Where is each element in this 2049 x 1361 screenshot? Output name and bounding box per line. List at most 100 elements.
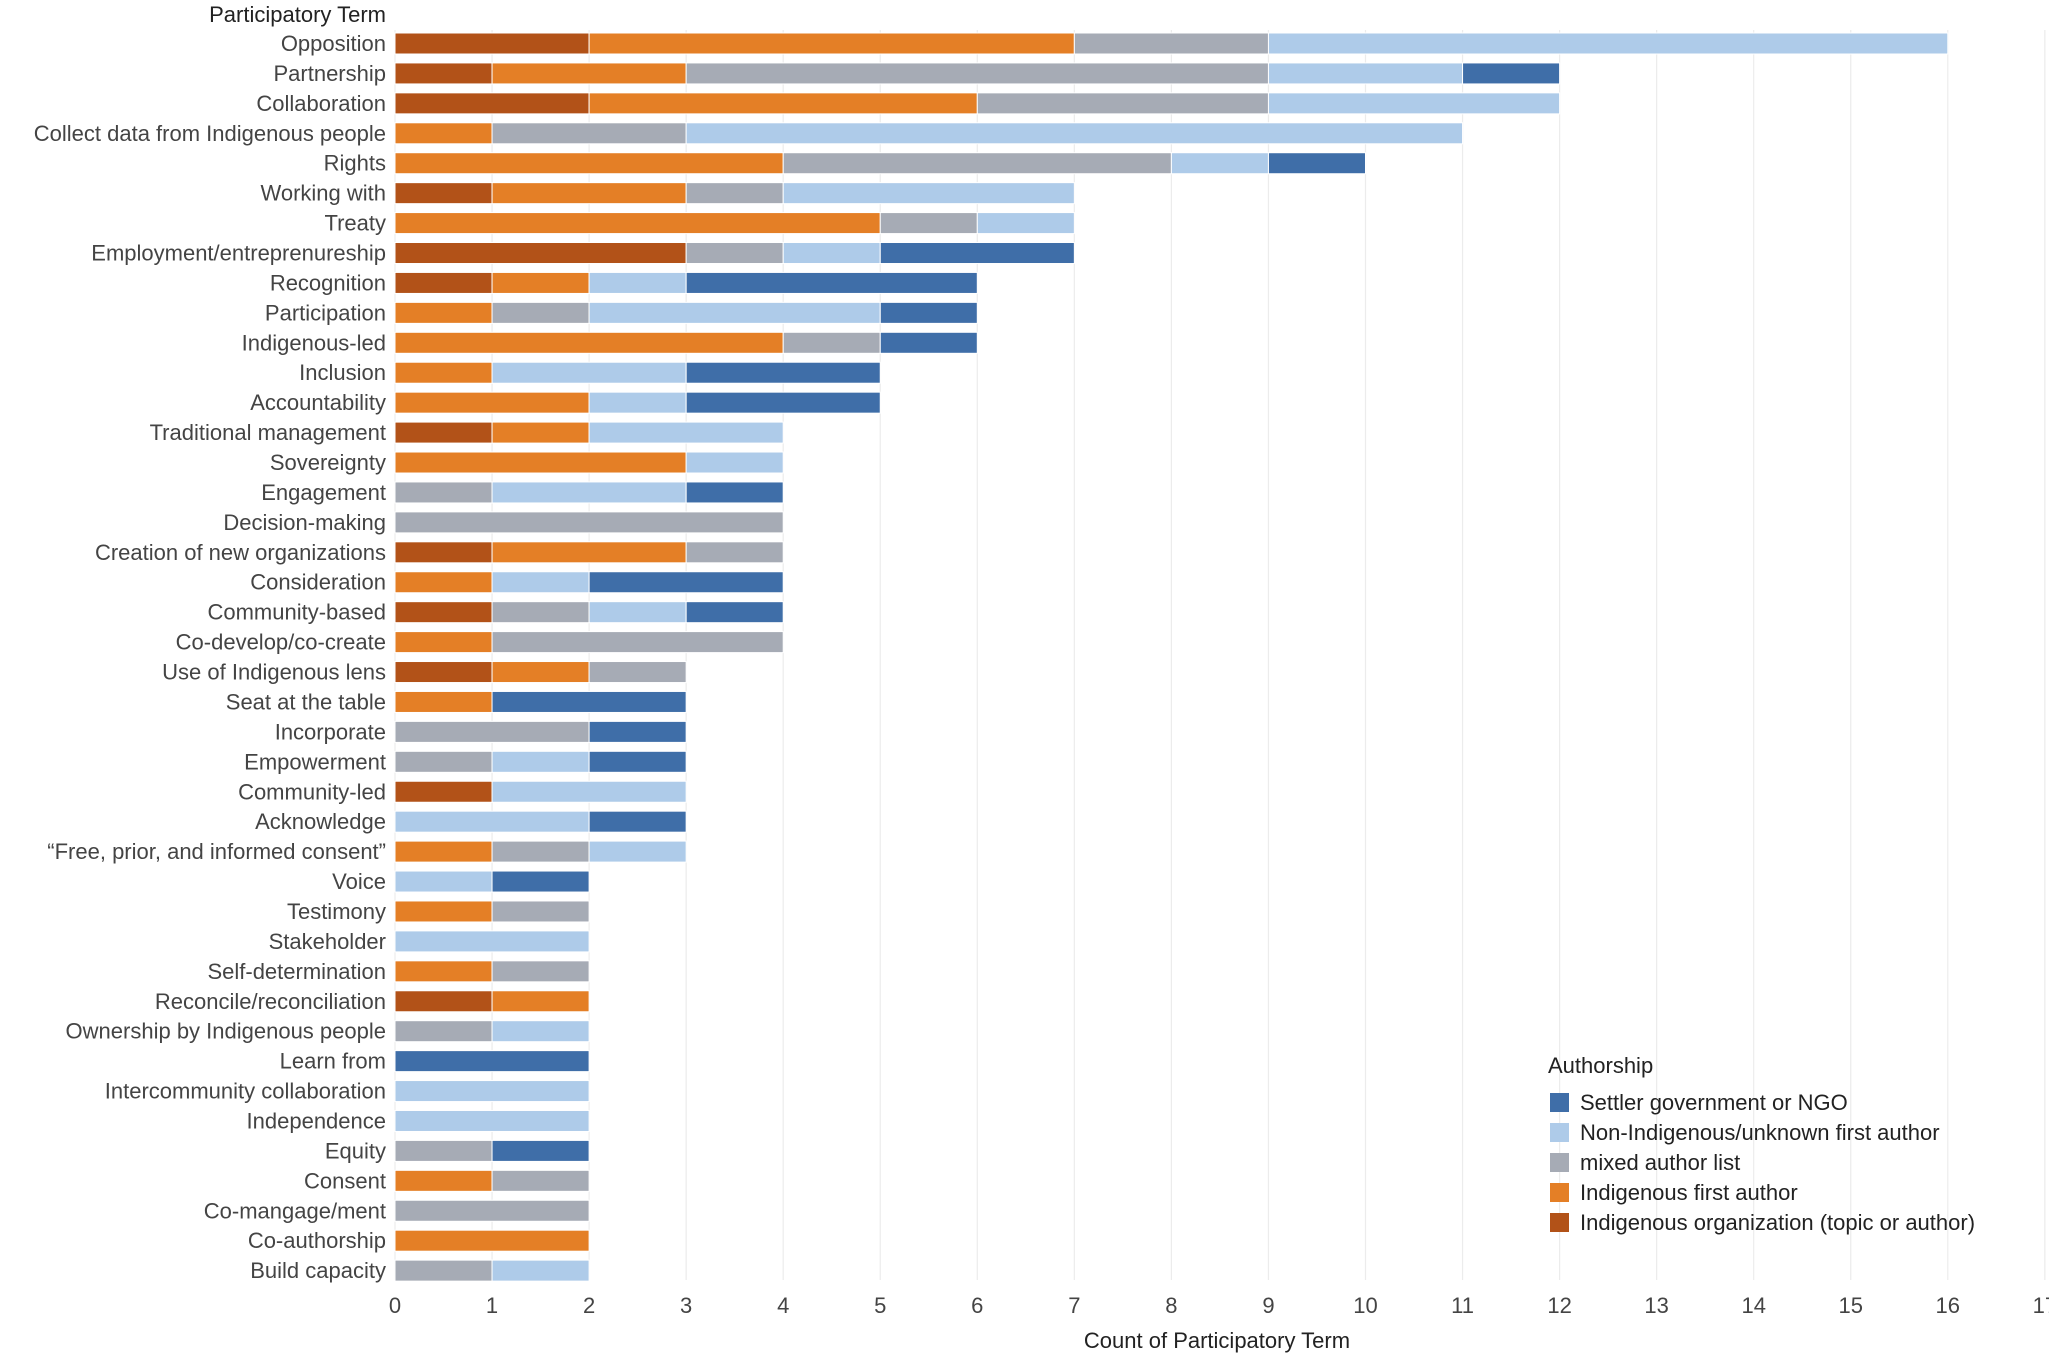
bar-segment-settler — [491, 1139, 590, 1162]
category-label: Learn from — [280, 1049, 386, 1074]
bar-segment-indigenous_first — [394, 391, 590, 414]
bar-segment-non_indigenous — [394, 930, 590, 953]
bar-segment-mixed — [394, 1199, 590, 1222]
bar-segment-non_indigenous — [1267, 32, 1949, 55]
bar-segment-non_indigenous — [588, 391, 687, 414]
bar-segment-mixed — [491, 840, 590, 863]
grid-lines — [394, 30, 2046, 1280]
bar-segment-non_indigenous — [491, 750, 590, 773]
bar-segment-non_indigenous — [491, 481, 687, 504]
bar-segment-non_indigenous — [394, 1080, 590, 1103]
bar-segment-mixed — [491, 122, 687, 145]
bar-segment-indigenous_org — [394, 62, 493, 85]
category-label: Co-mangage/ment — [204, 1198, 386, 1223]
x-tick-label: 17 — [2033, 1293, 2049, 1318]
bar-segment-indigenous_first — [491, 661, 590, 684]
category-label: Ownership by Indigenous people — [66, 1019, 386, 1044]
x-tick-label: 7 — [1068, 1293, 1080, 1318]
bar-segment-indigenous_first — [491, 62, 687, 85]
bar-segment-non_indigenous — [1267, 62, 1464, 85]
bar-segment-mixed — [879, 212, 978, 235]
x-tick-label: 6 — [971, 1293, 983, 1318]
bar-segment-non_indigenous — [394, 1109, 590, 1132]
category-label: Independence — [247, 1108, 386, 1133]
bar-segment-settler — [394, 1050, 590, 1073]
bar-segment-settler — [685, 391, 881, 414]
legend-swatch-indigenous_first — [1550, 1183, 1569, 1202]
bar-segment-indigenous_first — [394, 1169, 493, 1192]
bar-segment-indigenous_first — [394, 900, 493, 923]
category-label: Recognition — [270, 270, 386, 295]
row-header: Participatory Term — [209, 2, 386, 27]
category-label: Indigenous-led — [242, 330, 386, 355]
bar-segment-indigenous_first — [394, 571, 493, 594]
bar-segment-mixed — [394, 750, 493, 773]
category-label: Community-led — [238, 779, 386, 804]
bar-segment-mixed — [685, 62, 1269, 85]
bar-segment-settler — [685, 601, 784, 624]
category-label: Self-determination — [207, 959, 386, 984]
bars — [394, 32, 1949, 1282]
bar-segment-indigenous_first — [588, 92, 978, 115]
category-label: Reconcile/reconciliation — [155, 989, 386, 1014]
category-label: Use of Indigenous lens — [162, 660, 386, 685]
bar-segment-indigenous_first — [394, 451, 687, 474]
bar-segment-settler — [1462, 62, 1561, 85]
category-label: Intercommunity collaboration — [105, 1079, 386, 1104]
bar-segment-indigenous_org — [394, 661, 493, 684]
bar-segment-indigenous_org — [394, 601, 493, 624]
category-label: Partnership — [273, 61, 386, 86]
bar-segment-mixed — [491, 1169, 590, 1192]
bar-segment-settler — [685, 271, 978, 294]
x-tick-label: 4 — [777, 1293, 789, 1318]
bar-segment-mixed — [588, 661, 687, 684]
bar-segment-mixed — [394, 481, 493, 504]
x-tick-label: 0 — [389, 1293, 401, 1318]
bar-segment-mixed — [394, 1139, 493, 1162]
x-tick-label: 15 — [1839, 1293, 1863, 1318]
bar-segment-settler — [491, 690, 687, 713]
bar-segment-settler — [588, 720, 687, 743]
bar-segment-mixed — [394, 1259, 493, 1282]
category-label: Consideration — [250, 570, 386, 595]
x-tick-label: 10 — [1353, 1293, 1377, 1318]
legend-swatch-non_indigenous — [1550, 1123, 1569, 1142]
bar-segment-non_indigenous — [588, 840, 687, 863]
bar-segment-indigenous_first — [491, 421, 590, 444]
bar-segment-settler — [588, 810, 687, 833]
bar-segment-indigenous_org — [394, 182, 493, 205]
bar-segment-indigenous_first — [588, 32, 1075, 55]
bar-segment-indigenous_org — [394, 92, 590, 115]
bar-segment-indigenous_first — [394, 361, 493, 384]
bar-segment-settler — [879, 331, 978, 354]
category-label: Sovereignty — [270, 450, 386, 475]
category-label: Acknowledge — [255, 809, 386, 834]
legend: Authorship Settler government or NGO Non-… — [1548, 1053, 1975, 1235]
bar-segment-indigenous_first — [394, 840, 493, 863]
bar-segment-non_indigenous — [782, 182, 1075, 205]
category-label: Engagement — [261, 480, 386, 505]
bar-segment-mixed — [491, 301, 590, 324]
x-axis-label: Count of Participatory Term — [1084, 1328, 1350, 1353]
bar-segment-non_indigenous — [394, 810, 590, 833]
category-label: Stakeholder — [269, 929, 386, 954]
category-label: Traditional management — [150, 420, 386, 445]
bar-segment-mixed — [491, 960, 590, 983]
category-label: “Free, prior, and informed consent” — [47, 839, 386, 864]
category-label: Co-authorship — [248, 1228, 386, 1253]
bar-segment-indigenous_first — [394, 301, 493, 324]
category-label: Employment/entreprenureship — [91, 241, 386, 266]
x-tick-label: 2 — [583, 1293, 595, 1318]
bar-segment-indigenous_org — [394, 990, 493, 1013]
bar-segment-non_indigenous — [491, 571, 590, 594]
x-tick-label: 14 — [1741, 1293, 1765, 1318]
category-label: Build capacity — [250, 1258, 386, 1283]
bar-segment-settler — [685, 481, 784, 504]
bar-segment-indigenous_org — [394, 271, 493, 294]
bar-segment-mixed — [394, 1020, 493, 1043]
legend-swatch-settler — [1550, 1093, 1569, 1112]
category-label: Collect data from Indigenous people — [34, 121, 386, 146]
bar-segment-indigenous_first — [394, 960, 493, 983]
category-label: Consent — [304, 1168, 386, 1193]
